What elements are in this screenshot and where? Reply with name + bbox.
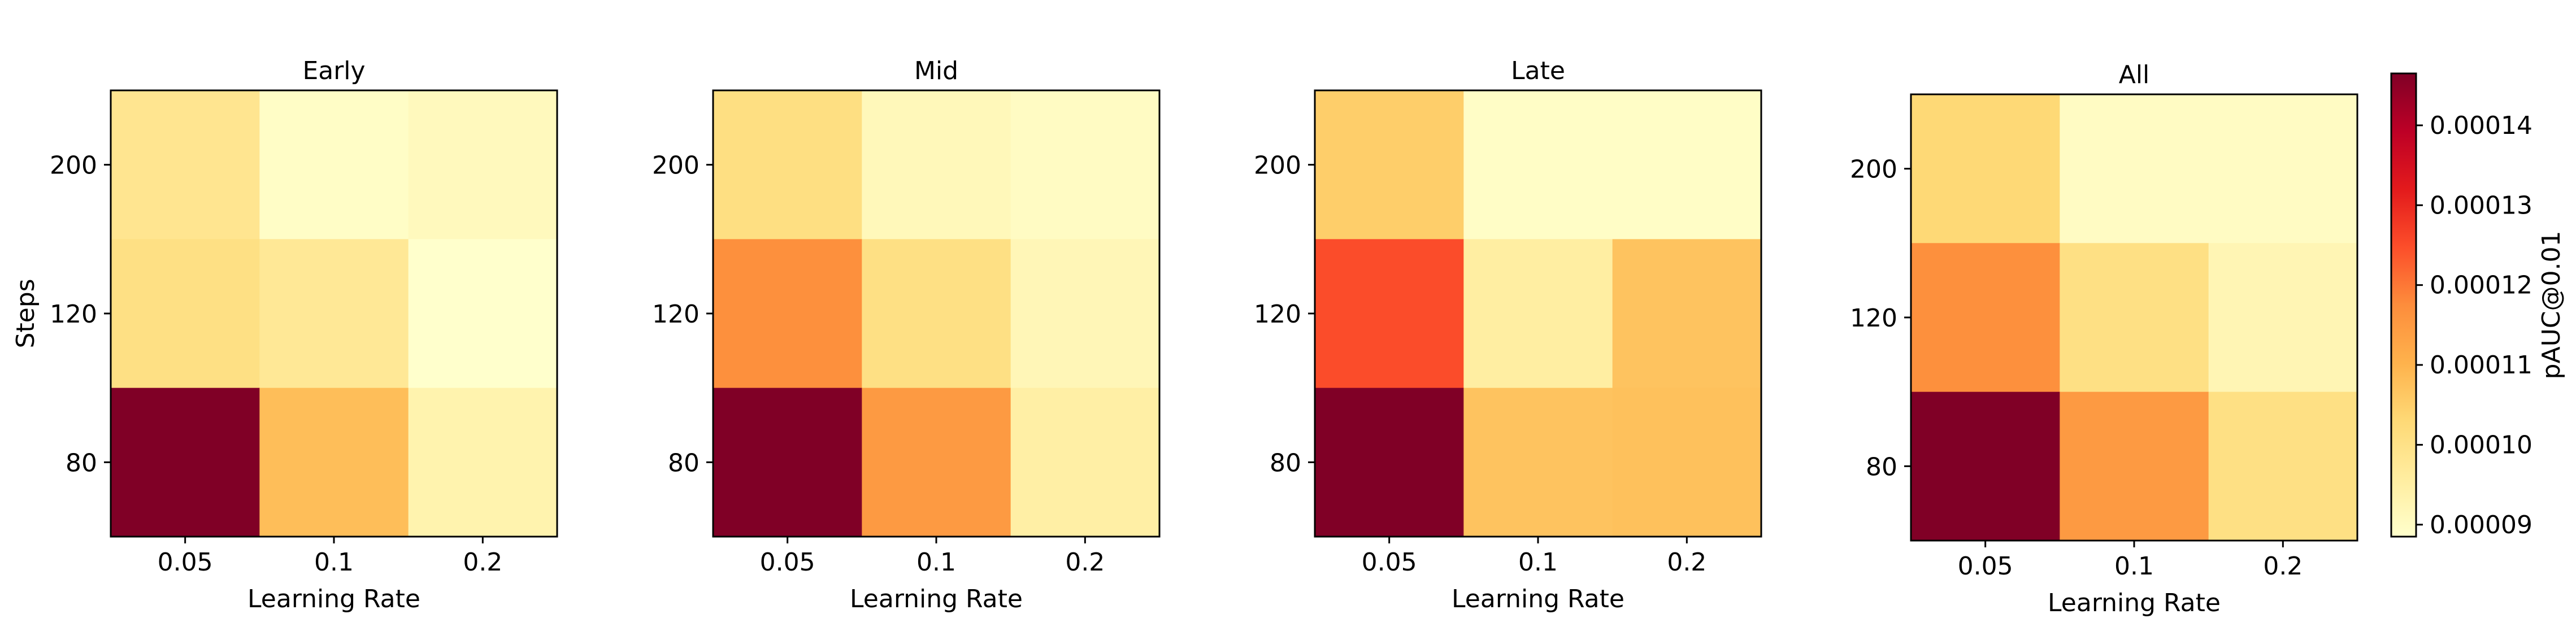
y-tick-label: 200 bbox=[50, 151, 97, 180]
y-tick-label: 80 bbox=[1270, 449, 1301, 477]
heatmap-cell bbox=[408, 90, 558, 240]
panel-title: Late bbox=[1511, 56, 1565, 85]
colorbar-tick-label: 0.00011 bbox=[2430, 351, 2532, 380]
x-axis-label: Learning Rate bbox=[1452, 585, 1624, 613]
x-tick-label: 0.1 bbox=[916, 548, 956, 577]
x-tick-label: 0.2 bbox=[2263, 552, 2303, 581]
heatmap-cell bbox=[111, 387, 260, 537]
x-tick-label: 0.1 bbox=[314, 548, 354, 577]
y-tick-label: 80 bbox=[1866, 452, 1897, 481]
heatmap-cell bbox=[713, 90, 862, 240]
heatmap-cell bbox=[1315, 90, 1464, 240]
heatmap-cell bbox=[2060, 243, 2209, 393]
heatmap-cell bbox=[1612, 387, 1762, 537]
heatmap-cell bbox=[1463, 387, 1613, 537]
panel-title: Mid bbox=[914, 56, 958, 85]
heatmap-cell bbox=[2060, 94, 2209, 243]
colorbar: 0.00009 0.00010 0.00011 0.00012 0.00013 0.000… bbox=[2390, 72, 2566, 539]
y-tick-label: 200 bbox=[1254, 151, 1301, 180]
x-tick-label: 0.1 bbox=[2114, 552, 2154, 581]
heatmap-cell bbox=[408, 239, 558, 389]
heatmap-cell bbox=[1315, 387, 1464, 537]
heatmap-cell bbox=[713, 387, 862, 537]
heatmap-cell bbox=[1612, 239, 1762, 389]
heatmap-cell bbox=[862, 90, 1011, 240]
heatmap-cell bbox=[1010, 90, 1160, 240]
colorbar-tick-label: 0.00013 bbox=[2430, 191, 2532, 220]
heatmap-cell bbox=[1010, 239, 1160, 389]
heatmap-cell bbox=[1612, 90, 1762, 240]
y-tick-label: 80 bbox=[668, 449, 700, 477]
x-tick-label: 0.1 bbox=[1518, 548, 1558, 577]
panel-title: Early bbox=[302, 56, 365, 85]
x-tick-label: 0.2 bbox=[1667, 548, 1706, 577]
y-tick-label: 120 bbox=[652, 300, 700, 329]
heatmap-cell bbox=[1911, 243, 2060, 393]
y-axis-label: Steps bbox=[11, 278, 40, 348]
x-tick-label: 0.05 bbox=[1958, 552, 2013, 581]
x-axis-label: Learning Rate bbox=[850, 585, 1023, 613]
heatmap-cell bbox=[259, 239, 409, 389]
heatmap-cell bbox=[2208, 243, 2358, 393]
heatmap-cell bbox=[1010, 387, 1160, 537]
colorbar-label: pAUC@0.01 bbox=[2537, 231, 2566, 380]
x-tick-label: 0.2 bbox=[1065, 548, 1105, 577]
heatmap-panel-all: All 0.05 0.1 0.2 200 120 80 Learning Rate bbox=[1850, 60, 2358, 617]
y-tick-label: 120 bbox=[1254, 300, 1301, 329]
heatmap-panel-late: Late 0.05 0.1 0.2 200 120 80 Learning Rate bbox=[1254, 56, 1762, 613]
x-tick-label: 0.05 bbox=[760, 548, 815, 577]
heatmap-cell bbox=[1911, 391, 2060, 541]
y-tick-label: 200 bbox=[1850, 155, 1897, 184]
heatmap-cell bbox=[259, 387, 409, 537]
heatmap-cell bbox=[408, 387, 558, 537]
colorbar-tick-label: 0.00010 bbox=[2430, 430, 2532, 459]
x-tick-label: 0.05 bbox=[1362, 548, 1417, 577]
heatmap-cell bbox=[713, 239, 862, 389]
colorbar-tick-label: 0.00012 bbox=[2430, 271, 2532, 300]
heatmap-cell bbox=[2208, 391, 2358, 541]
y-tick-label: 200 bbox=[652, 151, 700, 180]
x-axis-label: Learning Rate bbox=[2048, 589, 2221, 617]
heatmap-cell bbox=[259, 90, 409, 240]
heatmap-cell bbox=[1463, 90, 1613, 240]
y-tick-label: 80 bbox=[66, 449, 97, 477]
heatmap-cell bbox=[862, 239, 1011, 389]
heatmap-cell bbox=[2208, 94, 2358, 243]
heatmap-cell bbox=[1315, 239, 1464, 389]
x-tick-label: 0.2 bbox=[463, 548, 502, 577]
x-axis-label: Learning Rate bbox=[247, 585, 420, 613]
y-tick-label: 120 bbox=[50, 300, 97, 329]
heatmap-panel-mid: Mid 0.05 0.1 0.2 200 120 80 Learning Rate bbox=[652, 56, 1161, 613]
panel-title: All bbox=[2119, 60, 2150, 89]
heatmap-panels: Early 0.05 0.1 0.2 200 120 80 Learning Rate Step… bbox=[11, 56, 2358, 617]
colorbar-frame bbox=[2390, 72, 2417, 538]
y-tick-label: 120 bbox=[1850, 304, 1897, 333]
heatmap-panel-early: Early 0.05 0.1 0.2 200 120 80 Learning Rate Step… bbox=[11, 56, 558, 613]
heatmap-cell bbox=[1911, 94, 2060, 243]
heatmap-cell bbox=[862, 387, 1011, 537]
colorbar-gradient bbox=[2391, 73, 2416, 537]
x-tick-label: 0.05 bbox=[158, 548, 213, 577]
colorbar-ticks: 0.00009 0.00010 0.00011 0.00012 0.00013 0.000… bbox=[2416, 111, 2532, 539]
colorbar-tick-label: 0.00009 bbox=[2430, 511, 2532, 539]
heatmap-cell bbox=[1463, 239, 1613, 389]
heatmap-cell bbox=[111, 239, 260, 389]
colorbar-tick-label: 0.00014 bbox=[2430, 111, 2532, 140]
heatmap-cell bbox=[111, 90, 260, 240]
heatmap-cell bbox=[2060, 391, 2209, 541]
